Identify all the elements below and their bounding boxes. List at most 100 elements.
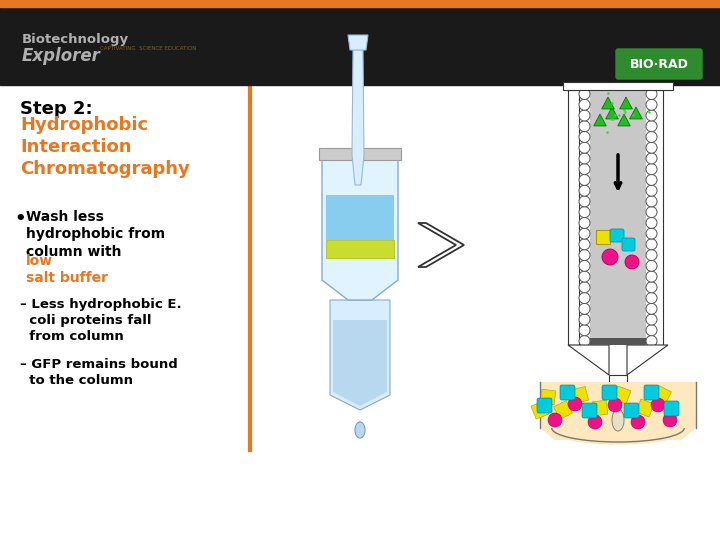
Circle shape — [646, 164, 657, 174]
Circle shape — [579, 110, 590, 121]
Circle shape — [579, 228, 590, 239]
Polygon shape — [652, 386, 671, 404]
FancyBboxPatch shape — [624, 403, 639, 418]
Circle shape — [588, 415, 602, 429]
Bar — [319, 148, 401, 160]
Circle shape — [579, 303, 590, 314]
Circle shape — [646, 196, 657, 207]
Circle shape — [646, 282, 657, 293]
Text: – Less hydrophobic E.
  coli proteins fall
  from column: – Less hydrophobic E. coli proteins fall… — [20, 298, 181, 343]
Polygon shape — [554, 401, 572, 420]
Circle shape — [651, 398, 665, 412]
Circle shape — [646, 110, 657, 121]
Bar — [652, 90, 662, 345]
Circle shape — [631, 415, 645, 429]
Polygon shape — [322, 160, 398, 300]
Bar — [326, 240, 394, 258]
Circle shape — [579, 282, 590, 293]
Polygon shape — [348, 35, 368, 50]
Text: CAPTIVATING  SCIENCE EDUCATION: CAPTIVATING SCIENCE EDUCATION — [100, 46, 197, 51]
Circle shape — [579, 239, 590, 250]
Circle shape — [579, 249, 590, 261]
Text: Biotechnology: Biotechnology — [22, 33, 129, 46]
Circle shape — [646, 174, 657, 185]
FancyBboxPatch shape — [602, 385, 617, 400]
Text: Hydrophobic
Interaction
Chromatography: Hydrophobic Interaction Chromatography — [20, 116, 190, 178]
Circle shape — [646, 260, 657, 271]
Polygon shape — [572, 387, 588, 403]
Bar — [0, 7, 720, 85]
Polygon shape — [333, 320, 387, 406]
Bar — [590, 90, 646, 345]
Circle shape — [646, 303, 657, 314]
Polygon shape — [593, 400, 608, 416]
Bar — [568, 90, 579, 345]
FancyBboxPatch shape — [622, 238, 635, 251]
Bar — [563, 82, 673, 90]
Circle shape — [646, 271, 657, 282]
Circle shape — [579, 142, 590, 153]
Circle shape — [646, 249, 657, 261]
Circle shape — [579, 89, 590, 99]
Text: – GFP remains bound
  to the column: – GFP remains bound to the column — [20, 358, 178, 387]
Circle shape — [602, 249, 618, 265]
Circle shape — [646, 142, 657, 153]
Circle shape — [579, 185, 590, 196]
Text: BIO·RAD: BIO·RAD — [629, 57, 688, 71]
Circle shape — [548, 413, 562, 427]
Circle shape — [579, 153, 590, 164]
Polygon shape — [636, 399, 654, 417]
Circle shape — [579, 131, 590, 143]
FancyBboxPatch shape — [664, 401, 679, 416]
FancyBboxPatch shape — [610, 229, 624, 242]
Circle shape — [646, 218, 657, 228]
Polygon shape — [620, 97, 632, 109]
FancyBboxPatch shape — [537, 398, 552, 413]
Circle shape — [579, 325, 590, 336]
Bar — [596, 230, 610, 244]
Bar — [326, 195, 394, 240]
Bar — [609, 375, 627, 400]
Polygon shape — [531, 401, 549, 419]
FancyBboxPatch shape — [582, 403, 597, 418]
Circle shape — [646, 99, 657, 110]
FancyBboxPatch shape — [560, 385, 575, 400]
Circle shape — [646, 131, 657, 143]
Circle shape — [646, 121, 657, 132]
Circle shape — [579, 121, 590, 132]
Polygon shape — [552, 430, 684, 444]
Circle shape — [579, 293, 590, 303]
Circle shape — [579, 260, 590, 271]
Text: Wash less
hydrophobic from
column with: Wash less hydrophobic from column with — [26, 210, 165, 259]
FancyBboxPatch shape — [616, 49, 702, 79]
Polygon shape — [627, 345, 668, 375]
Circle shape — [579, 164, 590, 174]
Circle shape — [579, 174, 590, 185]
Polygon shape — [540, 382, 696, 440]
Polygon shape — [330, 300, 390, 410]
Circle shape — [579, 218, 590, 228]
Polygon shape — [606, 107, 618, 119]
Text: low
salt buffer: low salt buffer — [26, 254, 108, 285]
Polygon shape — [612, 409, 624, 431]
Bar — [590, 338, 646, 345]
Polygon shape — [568, 345, 609, 375]
Circle shape — [646, 335, 657, 347]
Circle shape — [646, 228, 657, 239]
Polygon shape — [355, 422, 365, 438]
Circle shape — [646, 153, 657, 164]
Circle shape — [663, 413, 677, 427]
Polygon shape — [618, 114, 631, 126]
Circle shape — [646, 207, 657, 218]
Circle shape — [608, 398, 622, 412]
Circle shape — [579, 99, 590, 110]
Circle shape — [625, 255, 639, 269]
Circle shape — [579, 271, 590, 282]
Circle shape — [579, 207, 590, 218]
Polygon shape — [602, 97, 614, 109]
Circle shape — [646, 314, 657, 325]
Circle shape — [579, 314, 590, 325]
Circle shape — [568, 397, 582, 411]
Circle shape — [579, 196, 590, 207]
Circle shape — [646, 325, 657, 336]
